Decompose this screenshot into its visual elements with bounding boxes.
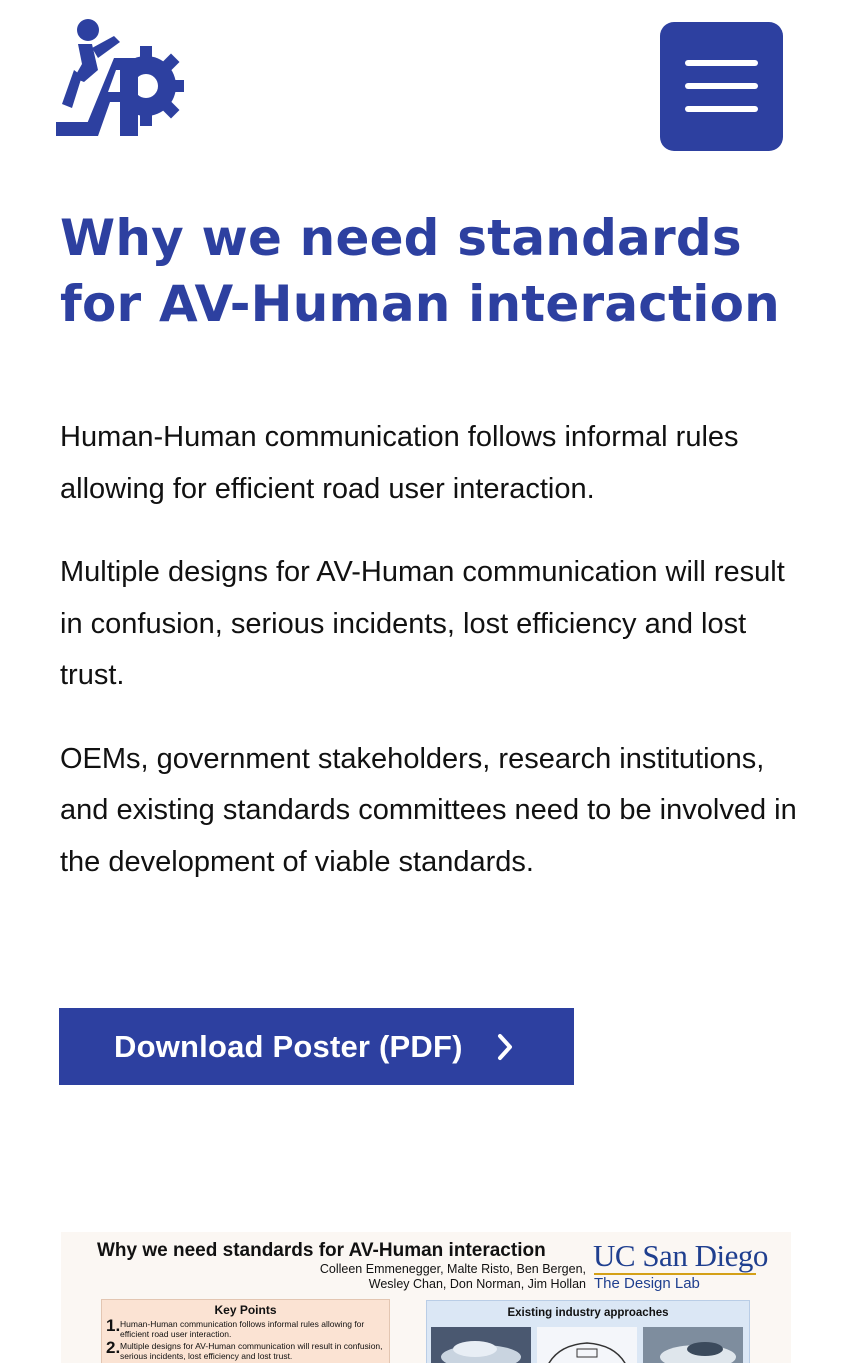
menu-button[interactable]	[660, 22, 783, 151]
poster-authors: Colleen Emmenegger, Malte Risto, Ben Ber…	[320, 1262, 586, 1292]
hamburger-menu-icon	[685, 60, 758, 66]
paragraph: Human-Human communication follows inform…	[60, 421, 739, 505]
key-point-text: Human-Human communication follows inform…	[120, 1319, 365, 1339]
poster-preview[interactable]: Why we need standards for AV-Human inter…	[61, 1232, 791, 1363]
key-points-box: Key Points 1. Human-Human communication …	[101, 1299, 390, 1363]
download-poster-button[interactable]: Download Poster (PDF)	[59, 1008, 574, 1085]
paragraph: Multiple designs for AV-Human communicat…	[60, 556, 785, 691]
industry-approaches-box: Existing industry approaches	[426, 1300, 750, 1363]
site-logo[interactable]	[54, 18, 186, 140]
poster-authors-line: Colleen Emmenegger, Malte Risto, Ben Ber…	[319, 1262, 586, 1276]
paragraph: OEMs, government stakeholders, research …	[60, 742, 797, 878]
intro-text: Human-Human communication follows inform…	[60, 412, 800, 920]
ucsd-logo: UC San Diego	[593, 1238, 768, 1273]
download-button-label: Download Poster (PDF)	[114, 1028, 463, 1064]
key-point-number: 2.	[106, 1338, 121, 1357]
industry-approaches-heading: Existing industry approaches	[507, 1307, 669, 1319]
key-point-item: 2. Multiple designs for AV-Human communi…	[106, 1338, 383, 1361]
design-lab-label: The Design Lab	[594, 1275, 700, 1292]
key-point-text: Multiple designs for AV-Human communicat…	[120, 1341, 383, 1361]
iap-logo-icon	[56, 19, 184, 136]
chevron-right-icon	[497, 1033, 512, 1060]
hamburger-menu-icon	[685, 106, 758, 112]
poster-authors-line: Wesley Chan, Don Norman, Jim Hollan	[368, 1277, 586, 1291]
poster-title: Why we need standards for AV-Human inter…	[97, 1240, 546, 1261]
key-point-number: 1.	[106, 1316, 121, 1335]
car-photo-2	[643, 1327, 743, 1363]
car-photo-1	[431, 1327, 531, 1363]
hamburger-menu-icon	[685, 83, 758, 89]
page-title: Why we need standards for AV-Human inter…	[60, 209, 780, 333]
car-sketch	[537, 1327, 637, 1363]
ucsd-logo-underline	[594, 1273, 756, 1275]
key-points-heading: Key Points	[214, 1303, 277, 1317]
key-point-item: 1. Human-Human communication follows inf…	[106, 1316, 383, 1339]
